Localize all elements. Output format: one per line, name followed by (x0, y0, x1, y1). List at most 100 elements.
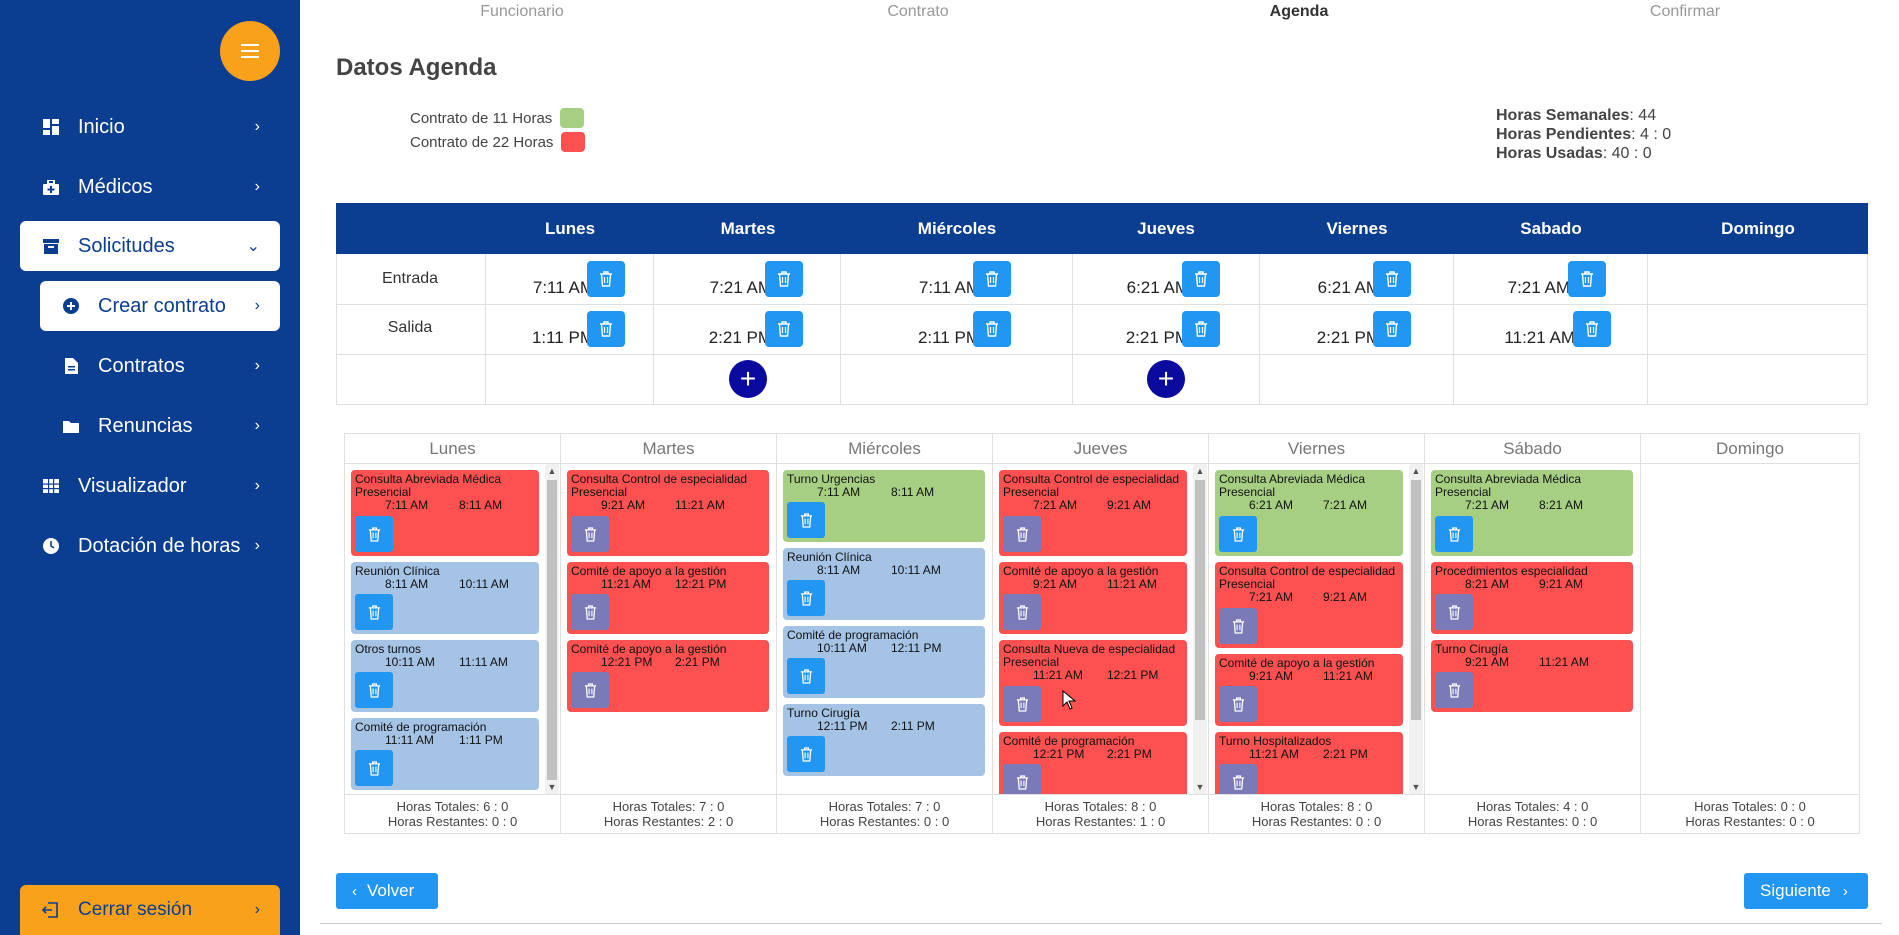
delete-salida-miercoles-button[interactable] (973, 311, 1011, 347)
add-time-jueves-button[interactable]: + (1147, 360, 1185, 398)
schedule-event[interactable]: Reunión Clínica 8:11 AM 10:11 AM (351, 562, 539, 634)
delete-event-button[interactable] (1435, 516, 1473, 552)
salida-time-viernes[interactable]: 2:21 PM (1316, 328, 1380, 347)
delete-event-button[interactable] (1435, 594, 1473, 630)
delete-event-button[interactable] (571, 672, 609, 708)
schedule-event[interactable]: Reunión Clínica 8:11 AM 10:11 AM (783, 548, 985, 620)
schedule-event[interactable]: Consulta Abreviada Médica Presencial 7:11… (351, 470, 539, 556)
delete-event-button[interactable] (1003, 764, 1041, 794)
scroll-up-icon[interactable]: ▲ (1411, 466, 1421, 476)
schedule-event[interactable]: Otros turnos 10:11 AM 11:11 AM (351, 640, 539, 712)
step-funcionario[interactable]: Funcionario (480, 3, 564, 20)
delete-entrada-lunes-button[interactable] (587, 261, 625, 297)
schedule-event[interactable]: Comité de apoyo a la gestión 11:21 AM 12:2… (567, 562, 769, 634)
schedule-event[interactable]: Comité de apoyo a la gestión 9:21 AM 11:21… (999, 562, 1187, 634)
sidebar-item-contratos[interactable]: Contratos › (40, 341, 280, 391)
menu-toggle-button[interactable] (220, 21, 280, 81)
delete-event-button[interactable] (787, 502, 825, 538)
scrollbar[interactable]: ▲ ▼ (1409, 464, 1423, 794)
sidebar-item-medicos[interactable]: Médicos › (20, 162, 280, 212)
sidebar-item-renuncias[interactable]: Renuncias › (40, 401, 280, 451)
sidebar-item-solicitudes[interactable]: Solicitudes ⌄ (20, 221, 280, 271)
entrada-time-lunes[interactable]: 7:11 AM (532, 278, 594, 297)
schedule-event[interactable]: Procedimientos especialidad 8:21 AM 9:21 A… (1431, 562, 1633, 634)
schedule-event[interactable]: Consulta Control de especialidad Presenc… (1215, 562, 1403, 648)
entrada-time-martes[interactable]: 7:21 AM (709, 278, 772, 297)
delete-entrada-miercoles-button[interactable] (973, 261, 1011, 297)
scrollbar-thumb[interactable] (1195, 480, 1205, 720)
schedule-event[interactable]: Turno Cirugía 9:21 AM 11:21 AM (1431, 640, 1633, 712)
delete-salida-lunes-button[interactable] (587, 311, 625, 347)
legend-item-11h: Contrato de 11 Horas (410, 106, 585, 130)
delete-event-button[interactable] (1003, 594, 1041, 630)
delete-event-button[interactable] (1219, 516, 1257, 552)
schedule-event[interactable]: Comité de apoyo a la gestión 9:21 AM 11:21… (1215, 654, 1403, 726)
scroll-down-icon[interactable]: ▼ (547, 782, 557, 792)
delete-event-button[interactable] (571, 594, 609, 630)
sidebar-item-inicio[interactable]: Inicio › (20, 102, 280, 152)
step-agenda[interactable]: Agenda (1269, 3, 1329, 20)
schedule-event[interactable]: Consulta Control de especialidad Presenc… (999, 470, 1187, 556)
entrada-time-viernes[interactable]: 6:21 AM (1317, 278, 1380, 297)
delete-event-button[interactable] (355, 594, 393, 630)
back-button[interactable]: ‹ Volver (336, 873, 438, 909)
schedule-event[interactable]: Comité de programación 10:11 AM 12:11 PM (783, 626, 985, 698)
sidebar-item-crear-contrato[interactable]: Crear contrato › (40, 281, 280, 331)
delete-entrada-viernes-button[interactable] (1373, 261, 1411, 297)
logout-button[interactable]: Cerrar sesión › (20, 885, 280, 935)
scroll-up-icon[interactable]: ▲ (1195, 466, 1205, 476)
schedule-event[interactable]: Consulta Control de especialidad Presenc… (567, 470, 769, 556)
schedule-event[interactable]: Comité de programación 12:21 PM 2:21 PM (999, 732, 1187, 794)
delete-event-button[interactable] (787, 736, 825, 772)
delete-salida-viernes-button[interactable] (1373, 311, 1411, 347)
add-time-martes-button[interactable]: + (729, 360, 767, 398)
step-contrato[interactable]: Contrato (887, 3, 949, 20)
salida-time-lunes[interactable]: 1:11 PM (531, 328, 594, 347)
delete-event-button[interactable] (1435, 672, 1473, 708)
schedule-event[interactable]: Turno Urgencias 7:11 AM 8:11 AM (783, 470, 985, 542)
delete-event-button[interactable] (571, 516, 609, 552)
scrollbar-thumb[interactable] (1411, 480, 1421, 720)
salida-time-jueves[interactable]: 2:21 PM (1125, 328, 1189, 347)
schedule-event[interactable]: Consulta Abreviada Médica Presencial 6:21… (1215, 470, 1403, 556)
delete-event-button[interactable] (1219, 764, 1257, 794)
delete-salida-sabado-button[interactable] (1573, 311, 1611, 347)
scroll-down-icon[interactable]: ▼ (1195, 782, 1205, 792)
scroll-down-icon[interactable]: ▼ (1411, 782, 1421, 792)
schedule-event[interactable]: Comité de programación 11:11 AM 1:11 PM (351, 718, 539, 790)
entrada-time-miercoles[interactable]: 7:11 AM (918, 278, 980, 297)
scrollbar[interactable]: ▲ ▼ (1193, 464, 1207, 794)
delete-event-button[interactable] (787, 580, 825, 616)
delete-entrada-martes-button[interactable] (765, 261, 803, 297)
schedule-event[interactable]: Comité de apoyo a la gestión 12:21 PM 2:21… (567, 640, 769, 712)
schedule-event[interactable]: Consulta Abreviada Médica Presencial 7:21… (1431, 470, 1633, 556)
salida-time-sabado[interactable]: 11:21 AM (1504, 328, 1575, 347)
delete-salida-jueves-button[interactable] (1182, 311, 1220, 347)
delete-event-button[interactable] (1219, 686, 1257, 722)
schedule-event[interactable]: Consulta Nueva de especialidad Presencia… (999, 640, 1187, 726)
delete-event-button[interactable] (1003, 516, 1041, 552)
delete-event-button[interactable] (787, 658, 825, 694)
delete-event-button[interactable] (355, 750, 393, 786)
delete-event-button[interactable] (1219, 608, 1257, 644)
scroll-up-icon[interactable]: ▲ (547, 466, 557, 476)
scrollbar[interactable]: ▲ ▼ (545, 464, 559, 794)
step-confirmar[interactable]: Confirmar (1649, 3, 1721, 20)
salida-time-miercoles[interactable]: 2:11 PM (917, 328, 980, 347)
next-button[interactable]: Siguiente › (1744, 873, 1868, 909)
delete-event-button[interactable] (355, 672, 393, 708)
schedule-event[interactable]: Turno Hospitalizados 11:21 AM 2:21 PM (1215, 732, 1403, 794)
schedule-event[interactable]: Turno Cirugía 12:11 PM 2:11 PM (783, 704, 985, 776)
sidebar-item-dotacion-horas[interactable]: Dotación de horas › (20, 521, 280, 571)
scrollbar-thumb[interactable] (547, 480, 557, 780)
delete-event-button[interactable] (1003, 686, 1041, 722)
entrada-time-jueves[interactable]: 6:21 AM (1126, 278, 1189, 297)
delete-event-button[interactable] (355, 516, 393, 552)
sidebar-item-visualizador[interactable]: Visualizador › (20, 461, 280, 511)
salida-time-martes[interactable]: 2:21 PM (708, 328, 772, 347)
delete-entrada-jueves-button[interactable] (1182, 261, 1220, 297)
event-times: 11:21 AM 12:21 PM (1003, 669, 1183, 682)
delete-salida-martes-button[interactable] (765, 311, 803, 347)
entrada-time-sabado[interactable]: 7:21 AM (1507, 278, 1570, 297)
delete-entrada-sabado-button[interactable] (1568, 261, 1606, 297)
